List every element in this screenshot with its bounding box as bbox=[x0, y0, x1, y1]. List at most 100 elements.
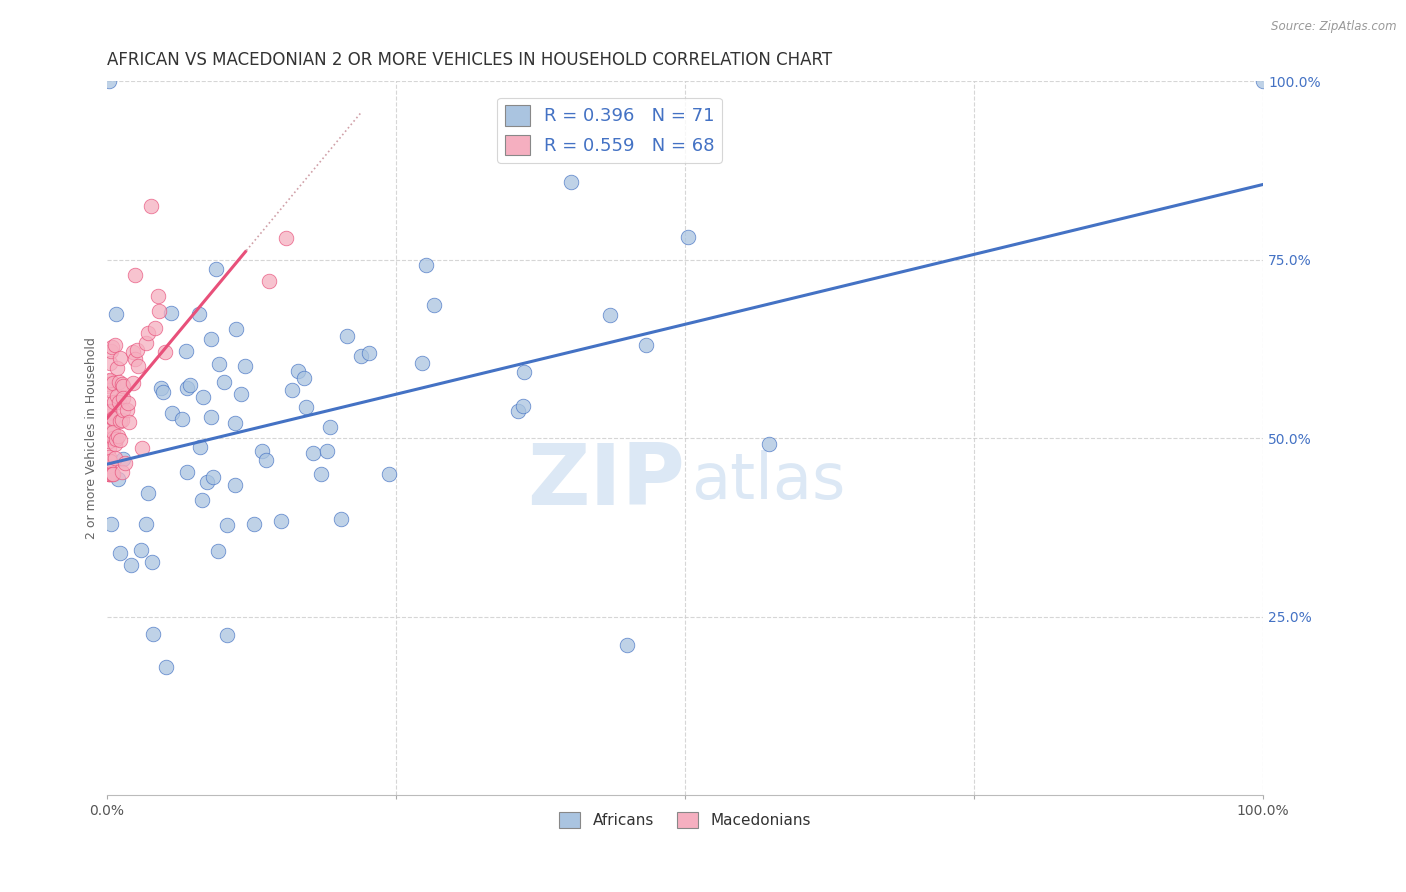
Point bbox=[100, 454, 122, 468]
Point bbox=[200, 332, 222, 346]
Point bbox=[97, 467, 120, 481]
Point bbox=[111, 379, 134, 393]
Point bbox=[318, 420, 340, 434]
Point bbox=[97, 395, 120, 409]
Text: atlas: atlas bbox=[690, 450, 845, 512]
Point bbox=[378, 467, 401, 481]
Point bbox=[115, 403, 138, 417]
Point bbox=[224, 478, 246, 492]
Point bbox=[98, 467, 121, 481]
Point bbox=[195, 475, 218, 489]
Point bbox=[101, 412, 124, 426]
Point bbox=[97, 74, 120, 88]
Point bbox=[349, 349, 371, 363]
Point bbox=[191, 390, 214, 404]
Point bbox=[149, 382, 172, 396]
Point bbox=[309, 467, 332, 481]
Point bbox=[415, 258, 437, 272]
Point bbox=[101, 411, 124, 425]
Point bbox=[108, 395, 131, 409]
Point bbox=[135, 336, 157, 351]
Point bbox=[100, 344, 122, 359]
Point bbox=[302, 446, 325, 460]
Point bbox=[599, 308, 621, 322]
Point bbox=[1251, 74, 1274, 88]
Point bbox=[100, 517, 122, 532]
Point bbox=[174, 344, 197, 359]
Point bbox=[257, 274, 280, 288]
Point bbox=[281, 384, 304, 398]
Point bbox=[636, 337, 658, 351]
Point bbox=[101, 420, 124, 434]
Point bbox=[292, 371, 315, 385]
Point bbox=[97, 450, 120, 464]
Point bbox=[254, 453, 277, 467]
Point bbox=[225, 322, 247, 336]
Point bbox=[103, 425, 125, 440]
Point bbox=[142, 627, 165, 641]
Point bbox=[97, 459, 120, 474]
Point bbox=[160, 406, 183, 420]
Point bbox=[229, 387, 252, 401]
Point bbox=[124, 268, 146, 282]
Point bbox=[112, 402, 135, 417]
Point bbox=[103, 338, 125, 352]
Point bbox=[98, 355, 121, 369]
Point bbox=[336, 328, 359, 343]
Point bbox=[205, 261, 228, 276]
Point bbox=[110, 414, 132, 428]
Point bbox=[141, 555, 163, 569]
Point bbox=[100, 403, 122, 417]
Point bbox=[188, 440, 211, 454]
Point bbox=[105, 389, 128, 403]
Text: AFRICAN VS MACEDONIAN 2 OR MORE VEHICLES IN HOUSEHOLD CORRELATION CHART: AFRICAN VS MACEDONIAN 2 OR MORE VEHICLES… bbox=[107, 51, 832, 69]
Point bbox=[98, 434, 121, 449]
Point bbox=[111, 466, 134, 480]
Point bbox=[252, 444, 274, 458]
Point bbox=[215, 517, 238, 532]
Point bbox=[98, 372, 121, 386]
Point bbox=[330, 512, 353, 526]
Point bbox=[316, 443, 339, 458]
Point bbox=[97, 409, 120, 423]
Point bbox=[101, 467, 124, 481]
Point bbox=[136, 326, 159, 340]
Point bbox=[97, 376, 120, 391]
Point bbox=[208, 357, 231, 371]
Point bbox=[111, 412, 134, 426]
Point bbox=[120, 558, 142, 572]
Point bbox=[274, 231, 297, 245]
Point bbox=[98, 384, 121, 398]
Point bbox=[104, 437, 127, 451]
Point bbox=[129, 543, 152, 558]
Point bbox=[148, 289, 170, 303]
Point bbox=[98, 404, 121, 418]
Point bbox=[152, 385, 174, 400]
Point bbox=[107, 472, 129, 486]
Point bbox=[127, 359, 149, 373]
Point bbox=[118, 415, 141, 429]
Text: Source: ZipAtlas.com: Source: ZipAtlas.com bbox=[1271, 20, 1396, 33]
Point bbox=[105, 307, 128, 321]
Point bbox=[108, 546, 131, 560]
Point bbox=[97, 379, 120, 393]
Point bbox=[143, 320, 166, 334]
Point bbox=[108, 375, 131, 389]
Point bbox=[224, 416, 246, 430]
Point bbox=[112, 452, 135, 467]
Point bbox=[108, 351, 131, 365]
Point bbox=[148, 304, 170, 318]
Point bbox=[176, 465, 198, 479]
Point bbox=[131, 441, 153, 455]
Point bbox=[155, 660, 177, 674]
Y-axis label: 2 or more Vehicles in Household: 2 or more Vehicles in Household bbox=[86, 337, 98, 540]
Point bbox=[202, 470, 225, 484]
Point bbox=[101, 340, 124, 354]
Point bbox=[97, 441, 120, 455]
Point bbox=[114, 456, 136, 470]
Point bbox=[97, 374, 120, 388]
Point bbox=[233, 359, 256, 373]
Point bbox=[270, 514, 292, 528]
Point bbox=[108, 433, 131, 447]
Point bbox=[512, 365, 534, 379]
